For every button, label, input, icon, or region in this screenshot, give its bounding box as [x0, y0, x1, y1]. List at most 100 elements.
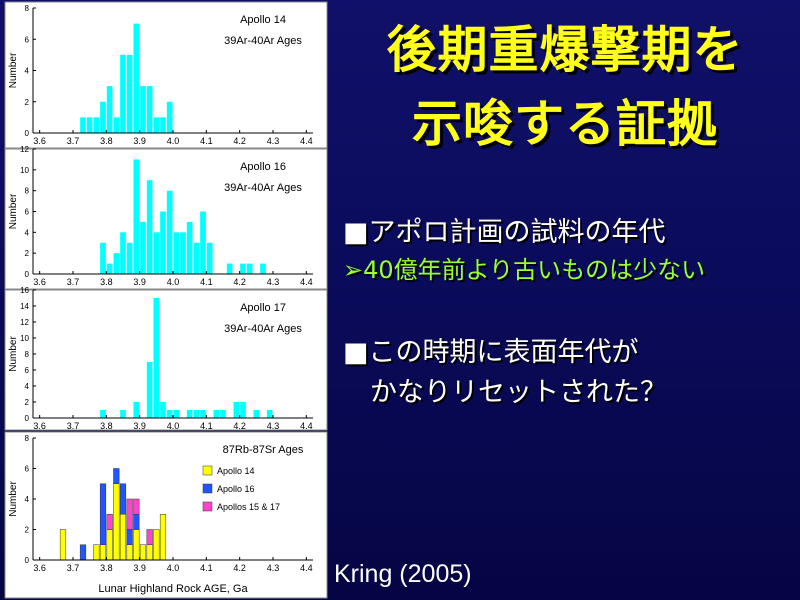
y-axis-label-1: Number [8, 52, 19, 88]
bar-3-0-3.990 [166, 410, 173, 418]
x-tick-label-4-4.3: 4.3 [267, 563, 280, 573]
chart-title-3: Apollo 17 [240, 302, 286, 314]
bar-1-0-3.810 [106, 86, 113, 133]
y-tick-label-3-2: 2 [25, 398, 30, 407]
x-tick-label-1-3.8: 3.8 [100, 136, 113, 146]
y-tick-label-2-4: 4 [25, 228, 30, 237]
x-tick-label-1-3.9: 3.9 [133, 136, 146, 146]
bar-1-0-3.910 [140, 86, 146, 133]
y-tick-label-1-0: 0 [25, 129, 30, 138]
y-tick-label-4-2: 2 [25, 526, 30, 535]
bar-3-0-4.070 [193, 410, 200, 418]
bar-2-0-4.110 [206, 242, 213, 274]
x-tick-label-3-4.4: 4.4 [300, 421, 313, 431]
bar-3-0-3.890 [133, 402, 140, 418]
bar-2-0-4.070 [193, 242, 200, 274]
x-tick-label-1-4.1: 4.1 [200, 136, 213, 146]
bullet-surface-reset-line2: かなりリセットされた？ [370, 377, 667, 408]
bar-4-0-3.830 [113, 483, 120, 561]
bar-2-0-3.790 [100, 242, 106, 274]
x-tick-label-1-4.4: 4.4 [300, 136, 313, 146]
bar-1-0-3.950 [153, 117, 160, 133]
legend-label-2: Apollos 15 & 17 [217, 502, 280, 512]
x-tick-label-1-4.0: 4.0 [167, 136, 180, 146]
bar-4-0-3.870 [126, 544, 133, 561]
chart-subtitle-3: 39Ar-40Ar Ages [224, 323, 302, 335]
bar-4-1-3.890 [133, 514, 140, 530]
x-tick-label-4-4.0: 4.0 [167, 563, 180, 573]
slide-title-line1: 後期重爆撃期を [386, 21, 744, 79]
y-tick-label-2-10: 10 [20, 166, 29, 175]
legend-swatch-2 [202, 501, 213, 512]
x-tick-label-1-4.2: 4.2 [233, 136, 246, 146]
bar-1-0-3.750 [86, 117, 93, 133]
bar-2-0-3.890 [133, 159, 140, 274]
y-tick-label-2-12: 12 [20, 145, 29, 154]
bar-2-0-4.090 [200, 211, 206, 274]
y-axis-label-2: Number [8, 193, 19, 229]
bar-1-0-3.930 [146, 86, 153, 133]
bar-4-0-3.790 [99, 544, 107, 561]
y-tick-label-3-10: 10 [20, 334, 29, 343]
bar-4-2-3.810 [106, 514, 113, 530]
bar-2-0-3.970 [160, 211, 166, 274]
bar-3-0-4.210 [240, 402, 246, 418]
x-tick-label-3-3.7: 3.7 [67, 421, 80, 431]
bar-2-0-4.230 [246, 263, 253, 274]
bar-3-0-3.790 [100, 410, 106, 418]
bar-4-0-3.910 [139, 544, 147, 561]
chart-title-2: Apollo 16 [240, 161, 286, 173]
citation: Kring (2005) [334, 560, 472, 588]
chart-panel-2 [4, 148, 328, 290]
bar-4-0-3.670 [59, 529, 67, 561]
bar-3-0-4.290 [266, 410, 273, 418]
y-tick-label-4-8: 8 [25, 434, 30, 443]
bar-3-0-3.930 [146, 362, 153, 418]
y-tick-label-2-0: 0 [25, 270, 30, 279]
bar-1-0-3.790 [100, 101, 106, 133]
x-tick-label-3-3.9: 3.9 [133, 421, 146, 431]
bar-3-0-3.970 [160, 402, 166, 418]
chart-title-4: 87Rb-87Sr Ages [223, 444, 304, 456]
chart-subtitle-1: 39Ar-40Ar Ages [224, 35, 302, 47]
chart-subtitle-2: 39Ar-40Ar Ages [224, 182, 302, 194]
chart-panel-3 [4, 289, 328, 431]
x-tick-label-4-3.6: 3.6 [33, 563, 46, 573]
legend-swatch-0 [202, 465, 213, 476]
slide-title-line2: 示唆する証拠 [412, 95, 718, 153]
y-axis-label-3: Number [8, 336, 19, 372]
bar-4-0-3.890 [133, 529, 140, 561]
x-tick-label-4-4.1: 4.1 [200, 563, 213, 573]
sub-bullet-few-older: ➢40億年前より古いものは少ない [343, 256, 706, 284]
chart-panel-1 [4, 1, 328, 149]
x-tick-label-1-3.7: 3.7 [67, 136, 80, 146]
bar-2-0-3.870 [126, 242, 133, 274]
x-axis-label-4: Lunar Highland Rock AGE, Ga [98, 583, 248, 595]
y-tick-label-3-0: 0 [25, 414, 30, 423]
y-tick-label-1-4: 4 [25, 67, 30, 76]
bar-4-0-3.930 [146, 544, 153, 561]
bar-4-1-3.870 [126, 529, 133, 545]
bar-1-0-3.830 [113, 117, 120, 133]
x-tick-label-2-3.7: 3.7 [67, 277, 80, 287]
y-tick-label-3-6: 6 [25, 366, 30, 375]
bar-4-0-3.810 [106, 529, 113, 561]
bar-1-0-3.870 [126, 54, 133, 133]
bar-2-0-4.010 [173, 232, 180, 274]
bar-2-0-3.990 [166, 190, 173, 274]
bar-3-0-4.090 [200, 410, 206, 418]
y-tick-label-3-12: 12 [20, 318, 29, 327]
bar-4-2-3.890 [133, 498, 140, 515]
bar-4-2-3.930 [146, 529, 153, 545]
bar-2-0-4.210 [240, 263, 246, 274]
bar-2-0-4.170 [226, 263, 233, 274]
y-tick-label-3-16: 16 [20, 286, 29, 295]
bar-1-0-3.890 [133, 23, 140, 133]
y-axis-label-4: Number [8, 481, 19, 517]
x-tick-label-3-4.1: 4.1 [200, 421, 213, 431]
y-tick-label-4-6: 6 [25, 465, 30, 474]
bar-1-0-3.990 [166, 101, 173, 133]
x-tick-label-3-4.3: 4.3 [267, 421, 280, 431]
y-tick-label-1-6: 6 [25, 35, 30, 44]
bar-1-0-3.850 [120, 54, 126, 133]
